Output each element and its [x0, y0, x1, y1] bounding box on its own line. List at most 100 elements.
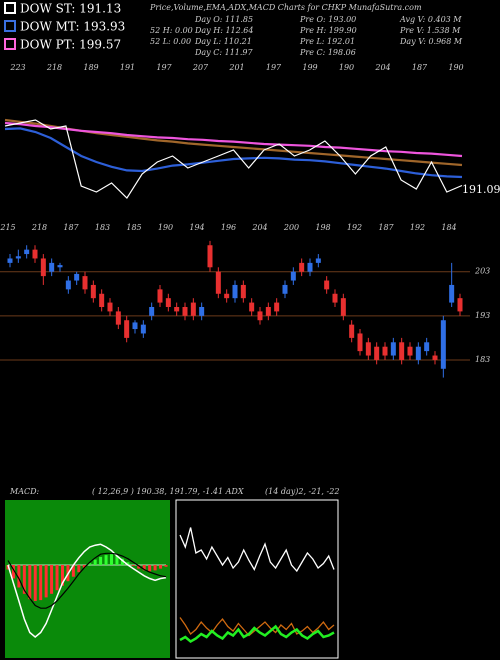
- legend-swatch: [4, 20, 16, 32]
- candle-body: [32, 249, 38, 259]
- histogram-bar: [28, 565, 32, 600]
- candle-body: [82, 276, 88, 290]
- candle-body: [132, 322, 138, 330]
- candle-body: [90, 284, 96, 299]
- candle-body: [40, 258, 46, 277]
- legend-swatch: [4, 2, 16, 14]
- candle-body: [57, 265, 63, 268]
- top-label: 183: [95, 223, 110, 232]
- top-label: 197: [266, 63, 282, 72]
- histogram-bar: [77, 565, 81, 573]
- candle-body: [140, 324, 146, 334]
- candle-body: [249, 302, 255, 312]
- candle-body: [290, 271, 296, 281]
- candle-body: [15, 256, 21, 259]
- legend-label: DOW ST: 191.13: [20, 2, 121, 16]
- histogram-bar: [159, 565, 163, 569]
- candle-body: [265, 307, 271, 316]
- top-label: 194: [189, 223, 204, 232]
- top-label: 192: [347, 223, 362, 232]
- top-label: 190: [448, 63, 463, 72]
- candle-body: [24, 249, 30, 255]
- candle-body: [332, 293, 338, 303]
- legend-label: DOW PT: 199.57: [20, 38, 121, 52]
- candle-body: [257, 311, 263, 321]
- top-label: 218: [31, 223, 47, 232]
- candle-body: [115, 311, 121, 325]
- histogram-bar: [60, 565, 64, 586]
- stat: Pre V: 1.538 M: [399, 26, 461, 35]
- histogram-bar: [137, 565, 141, 569]
- candle-body: [382, 346, 388, 356]
- histogram-bar: [120, 558, 124, 565]
- histogram-bar: [148, 565, 152, 572]
- candle-body: [157, 289, 163, 303]
- candle-body: [315, 258, 321, 263]
- histogram-bar: [22, 565, 26, 594]
- top-label: 185: [126, 223, 141, 232]
- histogram-bar: [131, 565, 135, 566]
- candle-body: [340, 298, 346, 316]
- candle-body: [424, 342, 430, 352]
- histogram-bar: [142, 565, 146, 571]
- stat: Pre H: 199.90: [299, 26, 357, 35]
- macd-panel: [5, 500, 170, 658]
- stat: Day V: 0.968 M: [399, 37, 463, 46]
- histogram-bar: [55, 565, 59, 591]
- stat: Day H: 112.64: [194, 26, 253, 35]
- candle-body: [307, 262, 313, 272]
- top-label: 198: [315, 223, 330, 232]
- candle-body: [299, 262, 305, 272]
- histogram-bar: [11, 565, 15, 579]
- histogram-bar: [126, 562, 130, 565]
- candle-body: [215, 271, 221, 294]
- histogram-bar: [17, 565, 21, 588]
- candle-body: [365, 342, 371, 356]
- candle-body: [174, 307, 180, 312]
- candle-body: [107, 302, 113, 312]
- histogram-bar: [71, 565, 75, 577]
- candle-body: [190, 302, 196, 316]
- candle-body: [165, 298, 171, 307]
- candle-body: [374, 346, 380, 360]
- candle-body: [99, 293, 105, 307]
- histogram-bar: [44, 565, 48, 598]
- top-label: 189: [83, 63, 98, 72]
- candle-body: [65, 280, 71, 290]
- stat: Pre O: 193.00: [299, 15, 356, 24]
- top-label: 190: [339, 63, 354, 72]
- candle-body: [49, 262, 55, 272]
- top-label: 196: [221, 223, 236, 232]
- histogram-bar: [115, 556, 119, 565]
- candle-body: [390, 342, 396, 356]
- histogram-bar: [39, 565, 43, 601]
- macd-label: MACD:: [9, 487, 40, 496]
- histogram-bar: [33, 565, 37, 601]
- adx-line: [179, 527, 335, 573]
- stat: Pre L: 192.01: [299, 37, 355, 46]
- price-line: [4, 121, 463, 158]
- top-label: 187: [378, 223, 394, 232]
- top-label: 191: [120, 63, 135, 72]
- candle-body: [357, 333, 363, 352]
- candle-body: [232, 284, 238, 299]
- top-label: 197: [156, 63, 172, 72]
- macd-params: ( 12,26,9 ) 190.38, 191.79, -1.41 ADX: [92, 487, 244, 496]
- legend-label: DOW MT: 193.93: [20, 20, 125, 34]
- candle-body: [324, 280, 330, 290]
- candle-body: [274, 302, 280, 312]
- histogram-bar: [50, 565, 54, 594]
- last-price: 191.09: [462, 183, 500, 196]
- candle-body: [240, 284, 246, 299]
- histogram-bar: [153, 565, 157, 571]
- stat: Avg V: 0.403 M: [399, 15, 462, 24]
- y-tick-label: 203: [474, 267, 490, 276]
- candle-body: [440, 320, 446, 369]
- macd-line: [7, 543, 167, 638]
- candle-body: [149, 307, 155, 316]
- top-label: 200: [283, 223, 299, 232]
- candle-body: [449, 284, 455, 303]
- legend-swatch: [4, 38, 16, 50]
